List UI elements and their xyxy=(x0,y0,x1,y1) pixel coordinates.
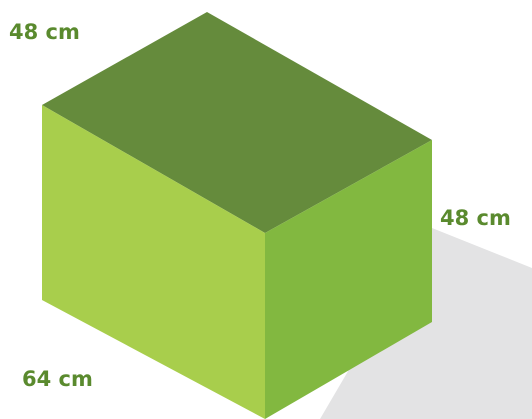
height-label: 48 cm xyxy=(9,20,80,44)
box-top-face xyxy=(42,12,432,233)
width-label: 48 cm xyxy=(440,206,511,230)
box-left-face xyxy=(42,105,265,419)
box-right-face xyxy=(265,140,432,419)
length-label: 64 cm xyxy=(22,367,93,391)
